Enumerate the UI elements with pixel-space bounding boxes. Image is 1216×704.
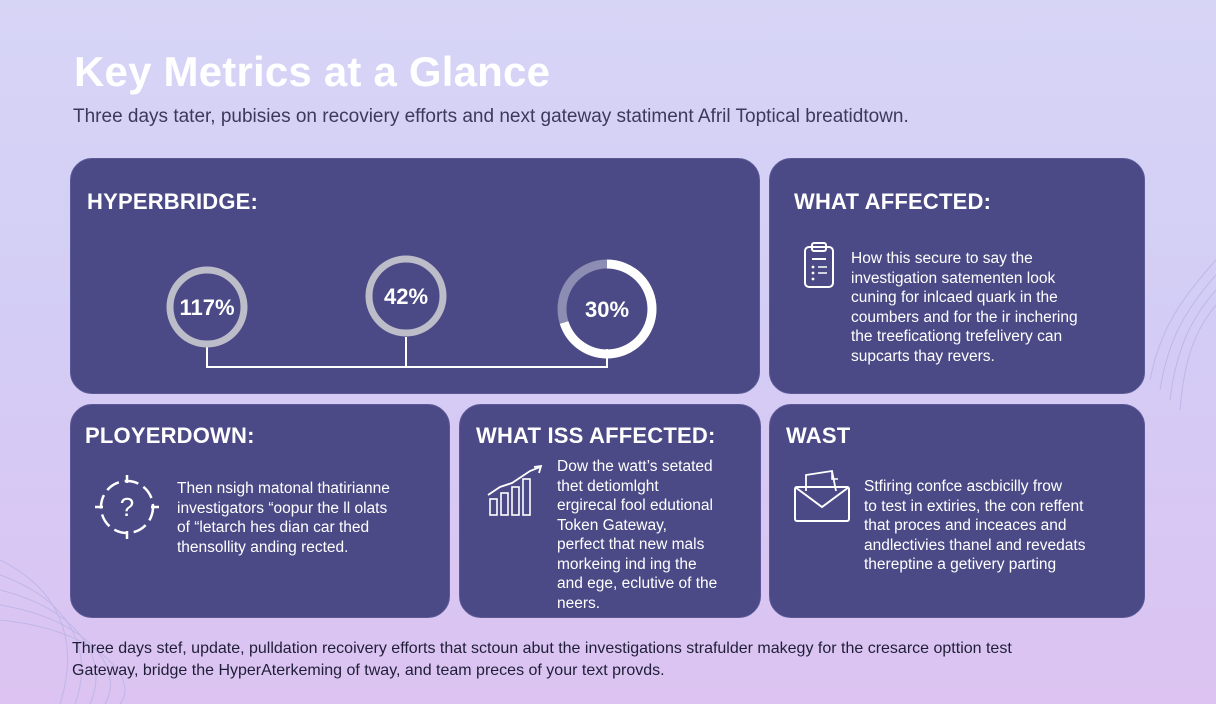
clipboard-icon bbox=[804, 242, 834, 288]
text-line: and ege, eclutive of the bbox=[557, 575, 718, 592]
ployerdown-card-text: Then nsigh matonal thatirianne investiga… bbox=[177, 479, 390, 557]
text-line: to test in extiries, the con reffent bbox=[864, 497, 1084, 515]
wast-card-title: WAST bbox=[786, 423, 851, 448]
text-line: of “letarch hes dian car thed bbox=[177, 519, 370, 536]
metric-ring-1 bbox=[166, 266, 248, 348]
page-title: Key Metrics at a Glance bbox=[74, 48, 551, 95]
text-line: morkeing ind ing the bbox=[557, 555, 697, 573]
text-line: Stfiring confce ascbicilly frow bbox=[864, 478, 1063, 495]
metric-ring-3-arc bbox=[557, 259, 657, 359]
bar-chart-icon bbox=[487, 465, 543, 516]
text-line: Token Gateway, bbox=[557, 516, 667, 534]
metric-ring-2 bbox=[365, 255, 447, 337]
what-iss-affected-card-text: Dow the watt’s setated thet detiomlght e… bbox=[557, 457, 717, 613]
metric-rings bbox=[166, 255, 657, 368]
text-line: supcarts thay revers. bbox=[851, 347, 995, 365]
metric-value-3: 30% bbox=[584, 297, 630, 322]
text-line: How this secure to say the bbox=[851, 250, 1033, 267]
ployerdown-card-title: PLOYERDOWN: bbox=[85, 423, 255, 448]
text-line: andlectivies thanel and revedats bbox=[864, 536, 1086, 554]
text-line: that proces and inceaces and bbox=[864, 517, 1067, 534]
what-iss-affected-card-title: WHAT ISS AFFECTED: bbox=[476, 423, 716, 448]
text-line: Dow the watt’s setated bbox=[557, 458, 713, 475]
text-line: neers. bbox=[557, 594, 601, 612]
text-line: ergirecal fool edutional bbox=[557, 497, 713, 514]
question-target-icon: ? bbox=[95, 475, 159, 539]
what-affected-card: WHAT AFFECTED: How this secure to say th… bbox=[769, 158, 1145, 394]
metric-value-2: 42% bbox=[383, 284, 429, 309]
wast-card-text: Stfiring confce ascbicilly frow to test … bbox=[864, 477, 1085, 575]
hyperbridge-card: HYPERBRIDGE: 117% 42% 30% bbox=[70, 158, 760, 394]
svg-text:?: ? bbox=[120, 492, 134, 522]
text-line: cuning for inlcaed quark in the bbox=[851, 289, 1058, 306]
what-affected-card-text: How this secure to say the investigation… bbox=[851, 249, 1078, 366]
footer-line: Three days stef, update, pulldation reco… bbox=[72, 640, 1012, 657]
envelope-icon bbox=[794, 469, 850, 522]
text-line: thereptine a getivery parting bbox=[864, 556, 1057, 573]
text-line: thet detiomlght bbox=[557, 477, 659, 495]
footer-text: Three days stef, update, pulldation reco… bbox=[72, 638, 1152, 682]
text-line: thensollity anding rected. bbox=[177, 538, 349, 556]
text-line: investigators “oopur the ll olats bbox=[177, 499, 388, 517]
metric-value-1: 117% bbox=[179, 295, 235, 320]
what-affected-card-title: WHAT AFFECTED: bbox=[794, 189, 992, 214]
text-line: investigation satementen look bbox=[851, 269, 1056, 287]
footer-line: Gateway, bridge the HyperAterkeming of t… bbox=[72, 662, 665, 679]
text-line: Then nsigh matonal thatirianne bbox=[177, 480, 390, 497]
page-subtitle: Three days tater, pubisies on recoviery … bbox=[73, 106, 909, 127]
text-line: coumbers and for the ir inchering bbox=[851, 308, 1078, 326]
text-line: the treeficationg trefelivery can bbox=[851, 328, 1063, 345]
wast-card: WAST Stfiring confce ascbicilly frow to … bbox=[769, 404, 1145, 618]
hyperbridge-card-title: HYPERBRIDGE: bbox=[87, 189, 259, 214]
what-iss-affected-card: WHAT ISS AFFECTED: Dow the watt’s setate… bbox=[459, 404, 761, 618]
ployerdown-card: PLOYERDOWN: ? Then nsigh matonal thatiri… bbox=[70, 404, 450, 618]
text-line: perfect that new mals bbox=[557, 536, 705, 553]
